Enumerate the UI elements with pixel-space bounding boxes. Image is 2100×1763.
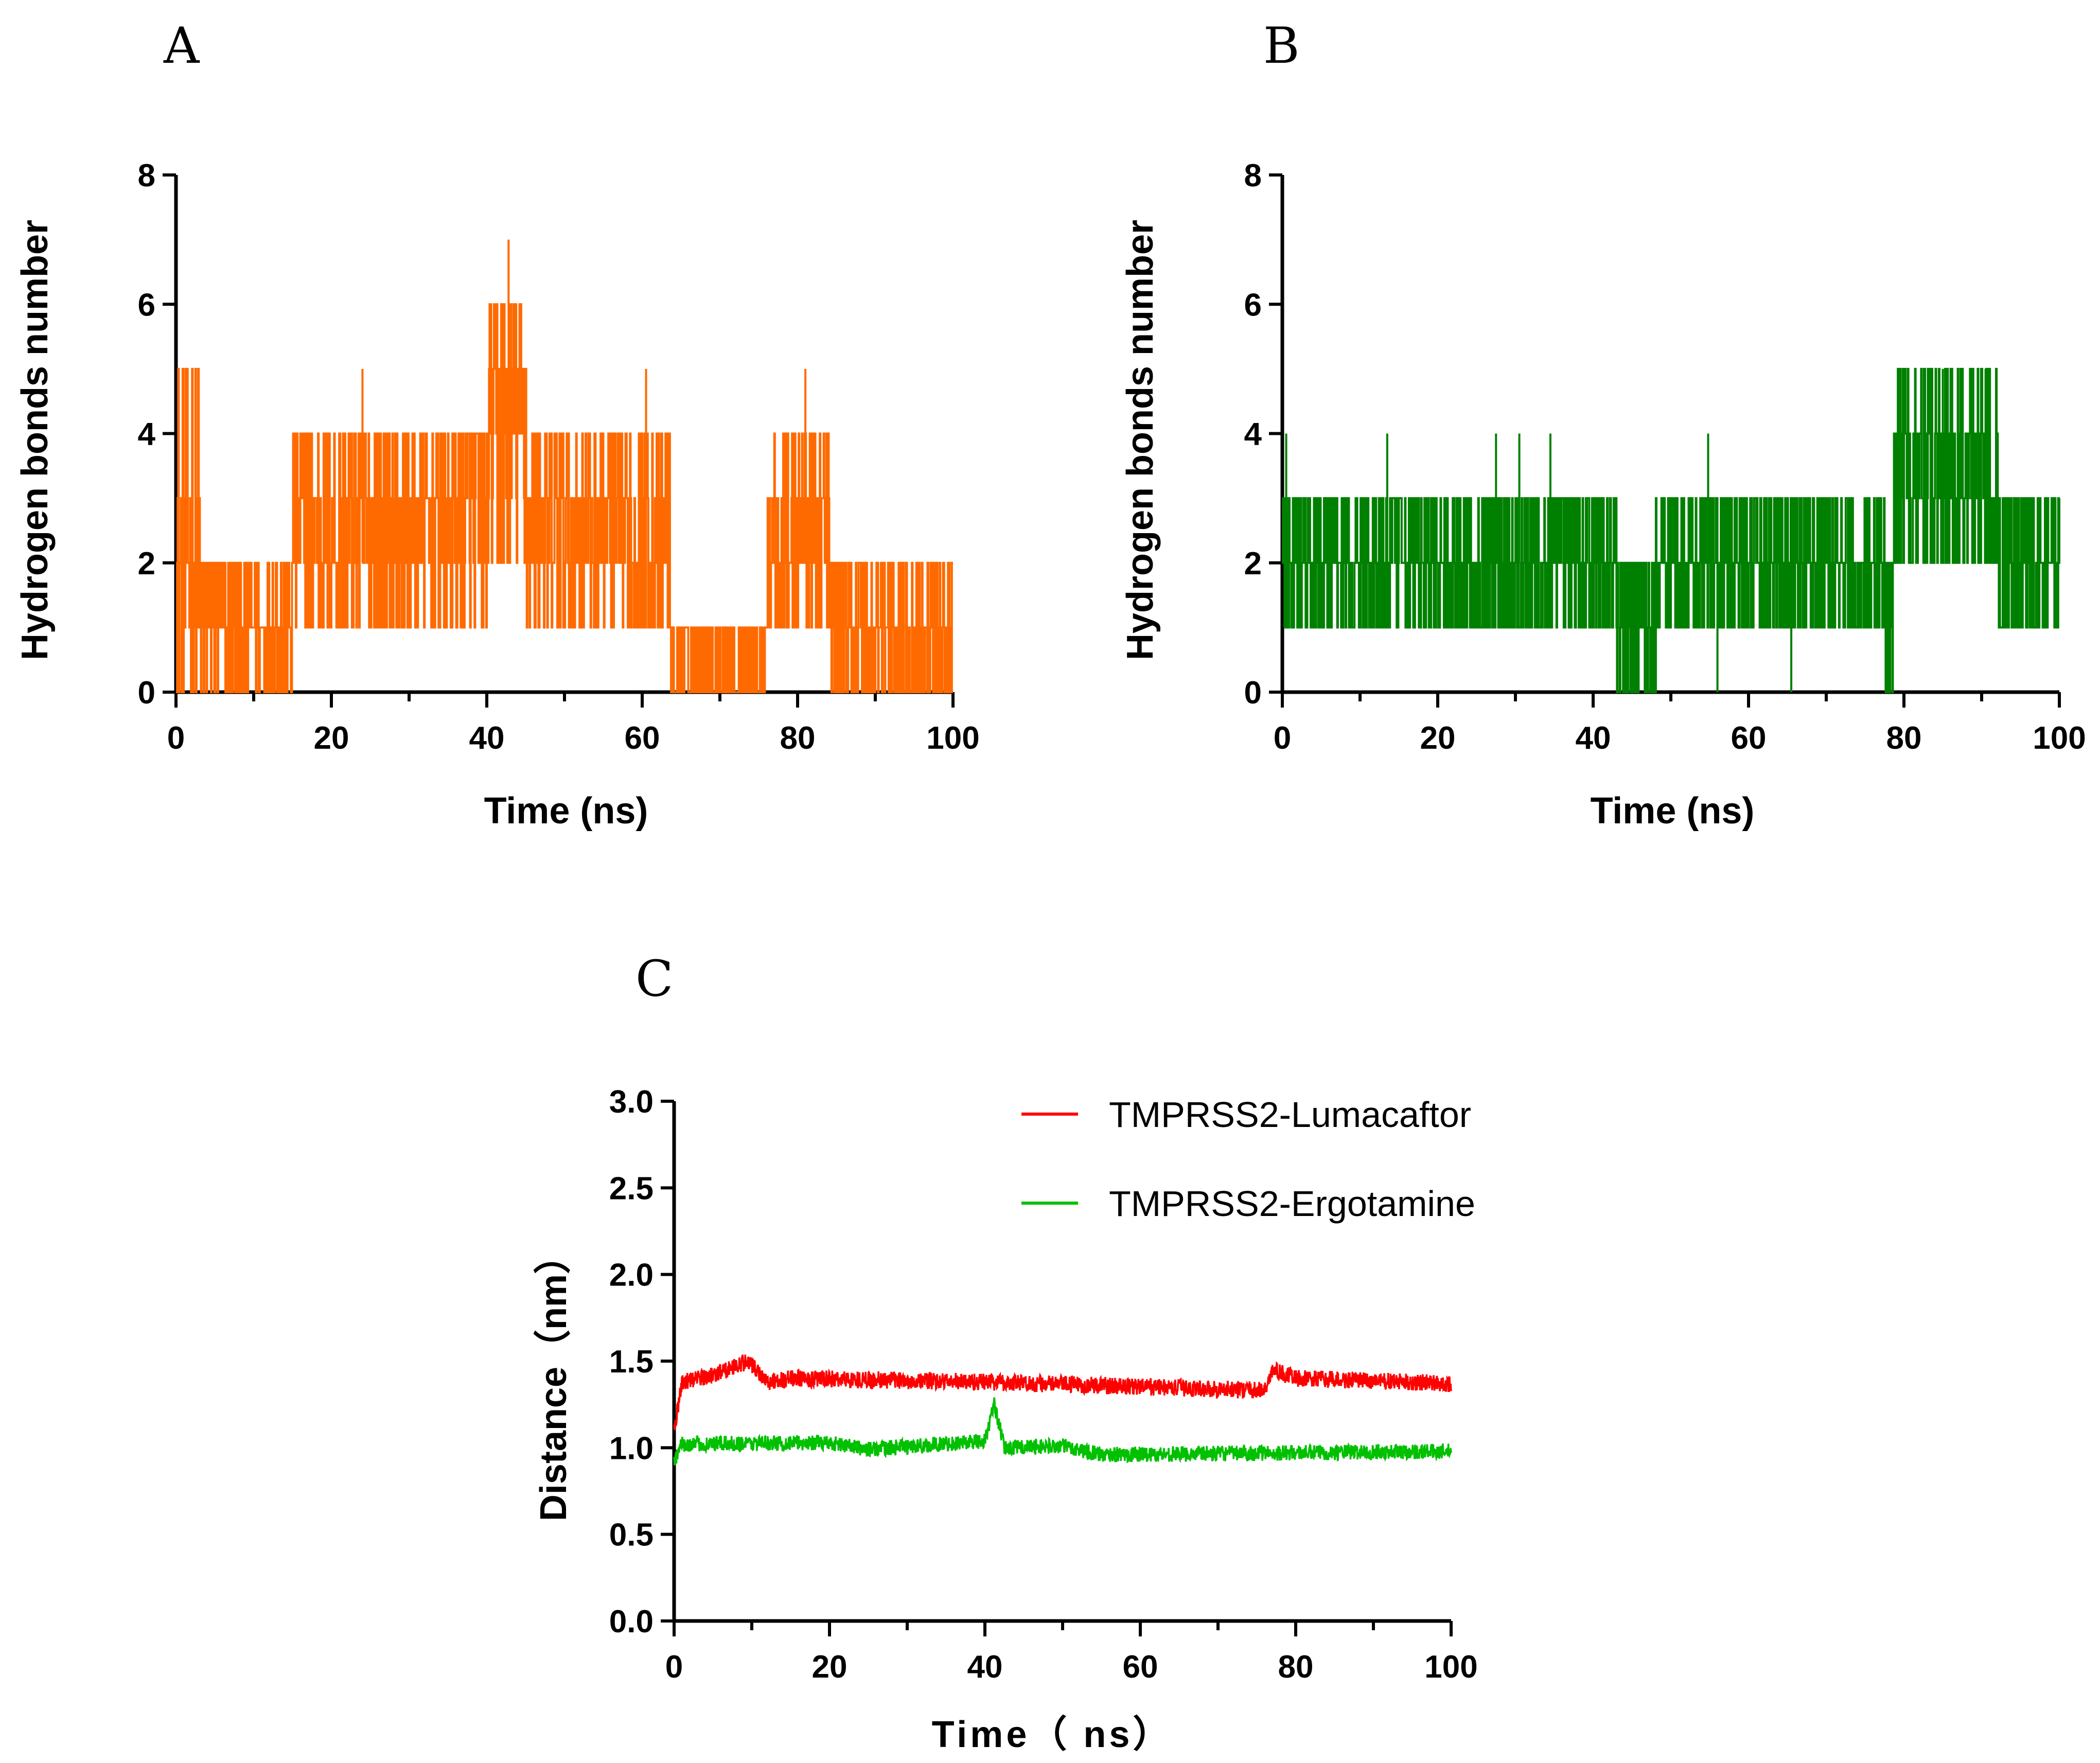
y-tick-label-c: 1.5 <box>609 1344 654 1380</box>
series-line-lumacaftor <box>673 1354 1452 1431</box>
x-tick-label-c: 0 <box>665 1649 683 1685</box>
x-tick-label-a: 40 <box>469 720 505 756</box>
y-tick-label-c: 3.0 <box>609 1084 654 1120</box>
y-tick-label-a: 6 <box>138 287 155 323</box>
y-tick-label-c: 0.5 <box>609 1518 654 1553</box>
panel-a: A Hydrogen bonds number Time (ns) 024680… <box>14 17 980 832</box>
x-tick-label-c: 40 <box>967 1649 1003 1685</box>
y-tick-label-c: 1.0 <box>609 1431 654 1466</box>
legend: TMPRSS2-Lumacaftor TMPRSS2-Ergotamine <box>1021 1095 1475 1224</box>
series-line-a <box>176 303 953 693</box>
x-tick-label-c: 80 <box>1278 1649 1314 1685</box>
y-tick-label-b: 0 <box>1244 675 1262 711</box>
x-tick-label-a: 80 <box>780 720 816 756</box>
panel-b: B Hydrogen bonds number Time (ns) 024680… <box>1120 17 2086 832</box>
x-tick-label-a: 60 <box>625 720 660 756</box>
y-tick-label-b: 8 <box>1244 158 1262 193</box>
legend-label-lumacaftor: TMPRSS2-Lumacaftor <box>1109 1095 1471 1135</box>
y-tick-label-b: 4 <box>1244 417 1262 452</box>
x-tick-label-c: 100 <box>1424 1649 1477 1685</box>
y-tick-label-c: 0.0 <box>609 1604 654 1639</box>
y-axis-label-c: Distance（nm） <box>533 1237 574 1521</box>
x-tick-label-c: 20 <box>812 1649 848 1685</box>
series-line-b <box>1282 367 2060 693</box>
x-tick-label-b: 40 <box>1576 720 1611 756</box>
y-tick-label-a: 4 <box>138 417 156 452</box>
x-tick-label-c: 60 <box>1123 1649 1158 1685</box>
panel-letter-a: A <box>163 17 200 75</box>
x-tick-label-b: 60 <box>1731 720 1767 756</box>
plot-area-c: 0.0 0.5 1.0 1.5 2.0 2.5 3.0 0 20 40 60 80 100 <box>609 1084 1478 1685</box>
x-tick-label-a: 0 <box>167 720 185 756</box>
series-line-ergotamine <box>673 1397 1452 1466</box>
y-tick-label-c: 2.0 <box>609 1258 654 1293</box>
y-axis-label-a: Hydrogen bonds number <box>14 220 56 660</box>
x-tick-label-a: 20 <box>314 720 349 756</box>
y-tick-label-a: 8 <box>138 158 155 193</box>
x-tick-label-b: 20 <box>1420 720 1456 756</box>
x-axis-label-c: Time（ ns） <box>932 1714 1173 1755</box>
y-tick-label-a: 0 <box>138 675 155 711</box>
y-axis-label-b: Hydrogen bonds number <box>1120 220 1161 660</box>
y-tick-label-a: 2 <box>138 546 155 581</box>
x-tick-label-a: 100 <box>926 720 979 756</box>
x-tick-label-b: 100 <box>2033 720 2086 756</box>
panel-letter-b: B <box>1263 17 1300 75</box>
y-tick-label-b: 6 <box>1244 287 1262 323</box>
x-axis-label-b: Time (ns) <box>1591 790 1755 832</box>
panel-letter-c: C <box>636 950 673 1008</box>
x-tick-label-b: 80 <box>1886 720 1922 756</box>
x-tick-label-b: 0 <box>1274 720 1291 756</box>
x-axis-label-a: Time (ns) <box>484 790 648 832</box>
y-tick-label-c: 2.5 <box>609 1171 654 1206</box>
panel-c: C Distance（nm） Time（ ns） 0.0 0.5 1.0 1.5 2.0… <box>533 950 1478 1755</box>
legend-label-ergotamine: TMPRSS2-Ergotamine <box>1109 1184 1475 1224</box>
y-tick-label-b: 2 <box>1244 546 1262 581</box>
